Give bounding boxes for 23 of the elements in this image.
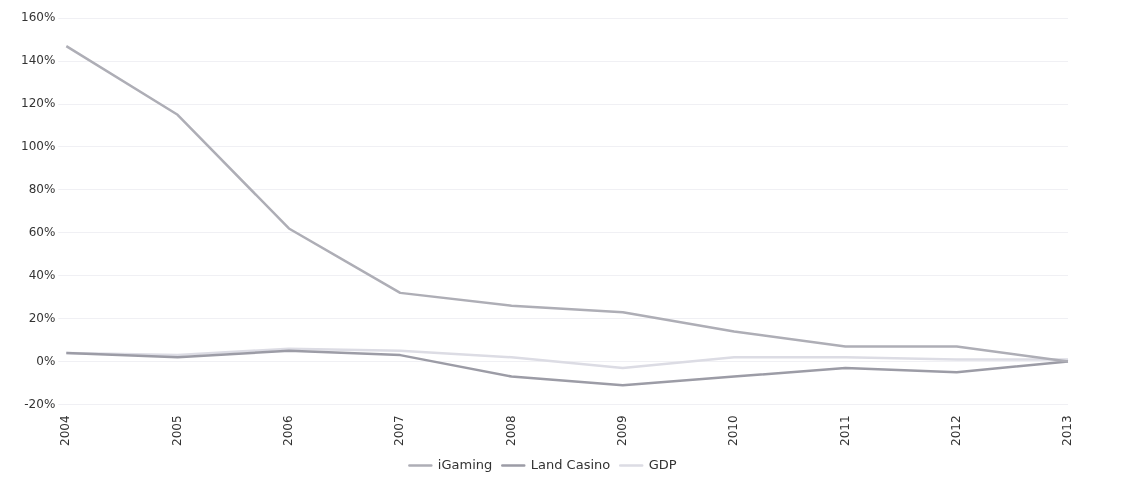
- x-tick-label: 2004: [58, 415, 73, 447]
- y-tick-label: 40%: [28, 267, 56, 282]
- x-tick-label: 2013: [1060, 415, 1075, 447]
- x-tick-label: 2006: [281, 415, 296, 447]
- x-tick-label: 2007: [392, 415, 407, 447]
- y-tick-label: 0%: [36, 353, 56, 368]
- y-tick-label: 120%: [20, 96, 56, 111]
- y-tick-label: 80%: [28, 182, 56, 196]
- x-tick-label: 2008: [503, 415, 518, 447]
- y-tick-label: 60%: [28, 224, 56, 239]
- y-tick-label: 100%: [20, 139, 56, 154]
- legend-label: Land Casino: [530, 456, 611, 472]
- x-tick-label: 2009: [614, 415, 629, 447]
- x-tick-label: 2010: [726, 415, 741, 447]
- legend-label: GDP: [648, 456, 677, 472]
- legend-label: iGaming: [437, 456, 493, 472]
- y-tick-label: -20%: [24, 396, 56, 411]
- x-tick-label: 2011: [837, 415, 852, 447]
- y-tick-label: 20%: [28, 310, 56, 325]
- y-tick-label: 160%: [20, 10, 56, 25]
- y-tick-label: 140%: [20, 53, 56, 68]
- x-tick-label: 2012: [948, 415, 963, 447]
- x-tick-label: 2005: [169, 415, 184, 447]
